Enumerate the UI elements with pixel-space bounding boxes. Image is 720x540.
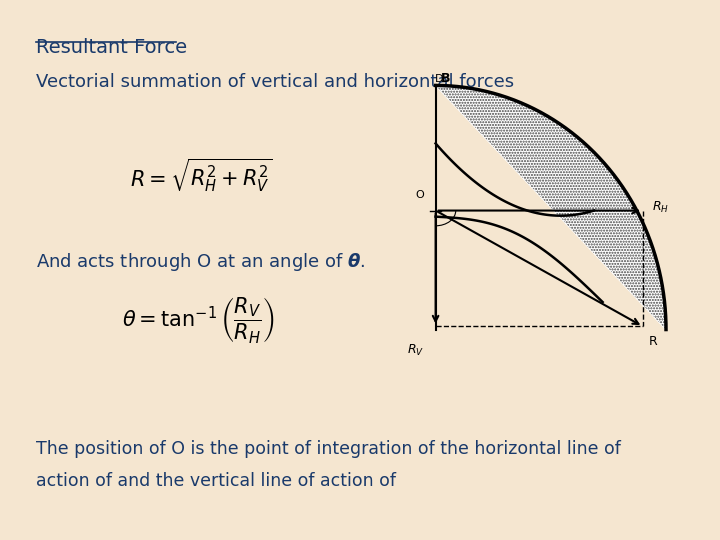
Text: And acts through O at an angle of $\boldsymbol{\theta}$.: And acts through O at an angle of $\bold…: [36, 251, 366, 273]
Text: The position of O is the point of integration of the horizontal line of: The position of O is the point of integr…: [36, 440, 621, 458]
Text: $R = \sqrt{R_H^2 + R_V^2}$: $R = \sqrt{R_H^2 + R_V^2}$: [130, 157, 273, 194]
Text: R: R: [649, 335, 657, 348]
Text: $R_V$: $R_V$: [407, 343, 424, 359]
Text: $R_H$: $R_H$: [652, 200, 669, 215]
Text: Resultant Force: Resultant Force: [36, 38, 187, 57]
Text: $\theta = \tan^{-1}\left(\dfrac{R_V}{R_H}\right)$: $\theta = \tan^{-1}\left(\dfrac{R_V}{R_H…: [122, 295, 274, 345]
Text: D: D: [434, 75, 443, 84]
Text: action of and the vertical line of action of: action of and the vertical line of actio…: [36, 472, 396, 490]
Text: Vectorial summation of vertical and horizontal forces: Vectorial summation of vertical and hori…: [36, 73, 514, 91]
Polygon shape: [436, 85, 666, 329]
Text: B: B: [441, 72, 451, 85]
Text: O: O: [415, 190, 424, 200]
